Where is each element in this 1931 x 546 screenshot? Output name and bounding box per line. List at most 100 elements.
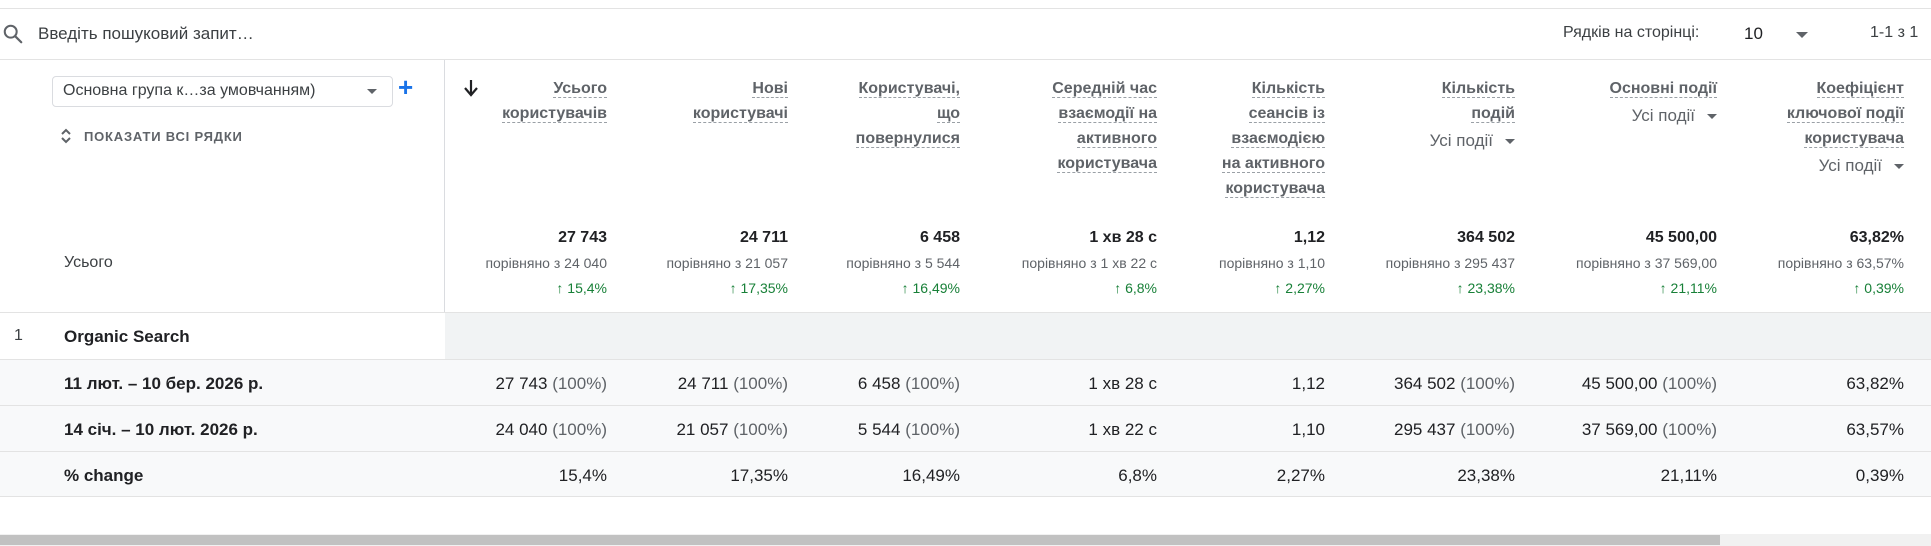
table-row[interactable]: 11 лют. – 10 бер. 2026 р. 27 743 (100%) 2… [0,359,1931,405]
dimension-selector-label: Основна група к…за умовчанням) [63,82,316,99]
table-cell: 1,12 [1125,374,1325,394]
totals-value: 364 502 [1457,229,1515,246]
row-dimension-value: Organic Search [64,327,190,346]
column-header-title: Користувачі, що повернулися [820,76,960,151]
totals-change-value: 16,49% [912,280,960,296]
metric-filter-dropdown[interactable]: Усі події [1714,155,1904,177]
table-cell: 1 хв 28 с [957,374,1157,394]
totals-cell: 24 711 порівняно з 21 057 ↑ 17,35% [588,228,788,298]
table-cell: 0,39% [1704,466,1904,486]
cell-percent: (100%) [1460,374,1515,393]
column-header[interactable]: Кількість подій Усі події [1355,76,1515,152]
cell-value: 27 743 [495,374,548,393]
column-header[interactable]: Нові користувачі [638,76,788,126]
metric-filter-label: Усі події [1818,156,1882,175]
totals-value: 63,82% [1849,229,1904,246]
totals-cell: 6 458 порівняно з 5 544 ↑ 16,49% [760,228,960,298]
cell-value: 45 500,00 [1581,374,1658,393]
row-index: 1 [14,327,23,344]
totals-change-value: 6,8% [1125,280,1157,296]
cell-value: 2,27% [1276,466,1325,485]
metric-filter-dropdown[interactable]: Усі події [1547,105,1717,127]
totals-compare: порівняно з 5 544 [846,255,960,271]
table-cell: 1,10 [1125,420,1325,440]
column-header[interactable]: Кількість сеансів із взаємодією на активног… [1175,76,1325,201]
column-header[interactable]: Користувачі, що повернулися [820,76,960,151]
table-cell: 63,57% [1704,420,1904,440]
column-header-line: сеансів із [1248,105,1325,123]
cell-percent: (100%) [733,374,788,393]
table-cell: 5 544 (100%) [760,420,960,440]
arrow-up-icon: ↑ [1456,280,1468,296]
table-cell: 21,11% [1517,466,1717,486]
horizontal-scrollbar-thumb[interactable] [0,535,1720,545]
column-header-title: Усього користувачів [457,76,607,126]
column-header-line: користувача [1804,130,1904,148]
cell-value: 6 458 [857,374,901,393]
table-cell: 295 437 (100%) [1315,420,1515,440]
search-input[interactable] [38,23,538,45]
totals-compare: порівняно з 37 569,00 [1575,255,1717,271]
arrow-up-icon: ↑ [1659,280,1671,296]
row-change-label: % change [64,466,144,485]
cell-value: 5 544 [857,420,901,439]
totals-change: ↑ 6,8% [957,278,1157,298]
totals-change-value: 17,35% [740,280,788,296]
cell-value: 1 хв 22 с [1088,420,1157,439]
metric-filter-label: Усі події [1429,131,1493,150]
plus-icon[interactable]: + [398,72,414,102]
column-header-line: на активного [1221,155,1325,173]
chevron-down-icon [367,89,377,94]
column-header-line: користувача [1057,155,1157,173]
cell-percent: (100%) [905,374,960,393]
totals-value: 1 хв 28 с [1089,229,1157,246]
cell-value: 23,38% [1457,466,1515,485]
column-header-line: Кількість [1441,80,1515,98]
table-cell: 37 569,00 (100%) [1517,420,1717,440]
cell-percent: (100%) [552,374,607,393]
chevron-down-icon [1505,139,1515,145]
table-cell: 364 502 (100%) [1315,374,1515,394]
totals-change: ↑ 2,27% [1125,278,1325,298]
cell-value: 37 569,00 [1581,420,1658,439]
column-header[interactable]: Основні події Усі події [1547,76,1717,127]
table-row[interactable]: 1 Organic Search [0,312,1931,359]
table-cell: 23,38% [1315,466,1515,486]
totals-change-value: 21,11% [1670,280,1717,296]
column-header-title: Середній час взаємодії на активного користу… [987,76,1157,176]
totals-change-value: 15,4% [567,280,607,296]
column-header[interactable]: Середній час взаємодії на активного користу… [987,76,1157,176]
table-cell: 1 хв 22 с [957,420,1157,440]
arrow-up-icon: ↑ [1114,280,1126,296]
rows-per-page-value: 10 [1744,24,1763,43]
rows-per-page-select[interactable]: 10 [1742,20,1810,48]
column-header-title: Коефіцієнт ключової події користувача [1714,76,1904,151]
table-cell: 45 500,00 (100%) [1517,374,1717,394]
cell-value: 1,12 [1291,374,1325,393]
cell-percent: (100%) [1662,374,1717,393]
row-date-range: 14 січ. – 10 лют. 2026 р. [64,420,258,439]
column-header[interactable]: Усього користувачів [457,76,607,126]
column-header-line: взаємодією [1231,130,1325,148]
table-cell: 24 040 (100%) [407,420,607,440]
table-row[interactable]: 14 січ. – 10 лют. 2026 р. 24 040 (100%) 2… [0,405,1931,451]
column-header[interactable]: Коефіцієнт ключової події користувача Усі п… [1714,76,1904,177]
chevron-down-icon [1796,32,1808,38]
chevron-down-icon [1707,114,1717,120]
arrow-up-icon: ↑ [1853,280,1865,296]
column-header-line: Усього [553,80,607,98]
metric-filter-dropdown[interactable]: Усі події [1355,130,1515,152]
top-border [0,8,1931,9]
cell-value: 63,57% [1846,420,1904,439]
table-row[interactable]: % change 15,4% 17,35% 16,49% 6,8% 2,27% 23,38… [0,451,1931,497]
totals-value: 6 458 [919,229,960,246]
cell-percent: (100%) [1460,420,1515,439]
column-header-line: користувачі [692,105,788,123]
cell-value: 15,4% [558,466,607,485]
sort-descending-icon[interactable] [462,78,480,98]
totals-value: 1,12 [1293,229,1325,246]
totals-compare: порівняно з 21 057 [666,255,788,271]
totals-change-value: 2,27% [1285,280,1325,296]
table-cell: 27 743 (100%) [407,374,607,394]
dimension-selector[interactable]: Основна група к…за умовчанням) [52,76,393,107]
